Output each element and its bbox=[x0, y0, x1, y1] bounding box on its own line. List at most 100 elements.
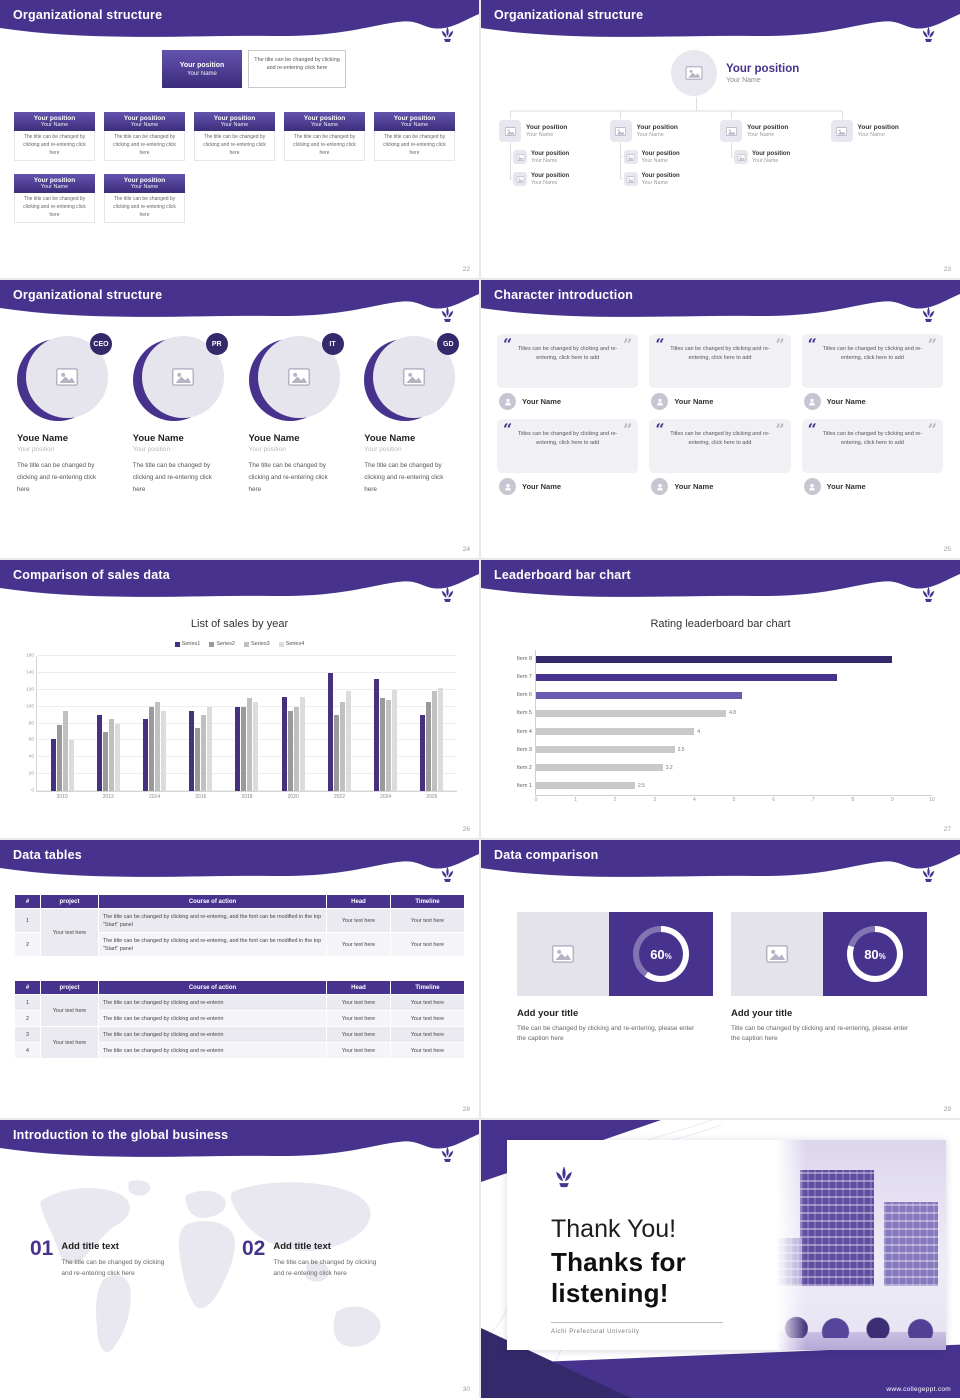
bar-row: Item 1 2.5 bbox=[517, 781, 932, 790]
slide-title: Data tables bbox=[13, 848, 82, 862]
legend-item: Series2 bbox=[209, 641, 235, 647]
open-quote-icon: “ bbox=[503, 335, 513, 354]
slide-header: Organizational structure bbox=[0, 0, 479, 44]
open-quote-icon: “ bbox=[807, 420, 817, 439]
global-item-1: 01 Add title text The title can be chang… bbox=[30, 1238, 200, 1279]
quote-text: Titles can be changed by clicking and re… bbox=[670, 346, 770, 362]
org-chart-node: Your position Your Name The title can be c… bbox=[374, 112, 455, 162]
org-node-description: The title can be changed by clicking and… bbox=[14, 193, 95, 224]
donut-wrap: 60% bbox=[609, 912, 713, 996]
bar-category-label: Item 4 bbox=[516, 728, 532, 735]
bar bbox=[155, 702, 161, 791]
quote-card: “ Titles can be changed by clicking and r… bbox=[801, 419, 943, 473]
bar-track: 3.5 bbox=[536, 745, 932, 754]
team-member: GD Youe Name Your position The title can… bbox=[355, 333, 471, 496]
photo-placeholder bbox=[513, 150, 527, 164]
org-tree: Your position Your Name Your position Your… bbox=[499, 120, 941, 186]
image-placeholder-icon bbox=[286, 364, 312, 390]
percent-sign: % bbox=[664, 951, 672, 961]
page-number: 24 bbox=[462, 546, 470, 553]
open-quote-icon: “ bbox=[655, 420, 665, 439]
x-tick-label: 2 bbox=[613, 797, 617, 803]
table-cell: 1 bbox=[14, 993, 41, 1012]
open-quote-icon: “ bbox=[655, 335, 665, 354]
slide-23[interactable]: Organizational structure Your position Y… bbox=[481, 0, 960, 278]
close-quote-icon: ” bbox=[775, 420, 785, 439]
page-number: 29 bbox=[943, 1106, 951, 1113]
gridline bbox=[37, 671, 457, 673]
y-tick-label: 60 bbox=[28, 737, 34, 743]
table-row: 1 Your text here The title can be change… bbox=[14, 907, 465, 958]
character-card: “ Titles can be changed by clicking and r… bbox=[801, 334, 943, 410]
photo-placeholder bbox=[671, 50, 717, 96]
x-tick-label: 2010 bbox=[56, 794, 68, 800]
table-cell: The title can be changed by clicking and… bbox=[98, 1026, 327, 1044]
close-quote-icon: ” bbox=[623, 335, 633, 354]
slide-24[interactable]: Organizational structure CEO Youe Name Y… bbox=[0, 280, 479, 558]
org-row-1: Your position Your Name The title can be c… bbox=[14, 112, 455, 162]
website-url: www.collegeppt.com bbox=[886, 1386, 951, 1393]
bar bbox=[189, 710, 195, 791]
org-tree-child: Your position Your Name bbox=[734, 150, 831, 164]
bar bbox=[426, 702, 432, 791]
legend-item: Series4 bbox=[278, 641, 304, 647]
slide-28[interactable]: Data tables # project Course of action H… bbox=[0, 840, 479, 1118]
photo-placeholder bbox=[720, 120, 742, 142]
quote-text: Titles can be changed by clicking and re… bbox=[517, 346, 618, 362]
x-tick-label: 5 bbox=[732, 797, 736, 803]
y-tick-label: 0 bbox=[31, 788, 34, 794]
org-node-name: Your Name bbox=[130, 184, 159, 190]
bar bbox=[327, 672, 333, 791]
slide-27[interactable]: Leaderboard bar chart Rating leaderboard… bbox=[481, 560, 960, 838]
person-icon bbox=[655, 397, 665, 407]
org-node-header: Your position Your Name bbox=[194, 112, 275, 131]
node-name: Your Name bbox=[641, 179, 668, 186]
image-placeholder bbox=[517, 912, 609, 996]
gridline bbox=[37, 790, 457, 791]
column-header: project bbox=[40, 894, 99, 909]
page-number: 30 bbox=[462, 1386, 470, 1393]
slide-header: Organizational structure bbox=[481, 0, 960, 44]
image-placeholder-icon bbox=[626, 153, 635, 162]
slide-26[interactable]: Comparison of sales data List of sales b… bbox=[0, 560, 479, 838]
slide-thank-you[interactable]: Thank You! Thanks for listening! Aichi P… bbox=[481, 1120, 960, 1398]
bar-value-label: 4 bbox=[697, 728, 701, 735]
gridline bbox=[37, 655, 457, 656]
y-tick-label: 120 bbox=[25, 687, 34, 693]
org-tree-parent: Your position Your Name bbox=[830, 120, 942, 142]
bar-group bbox=[50, 656, 74, 791]
y-tick-label: 80 bbox=[28, 721, 34, 726]
bar-value-label: 2.5 bbox=[638, 782, 645, 789]
slide-30[interactable]: Introduction to the global business 01 A… bbox=[0, 1120, 479, 1398]
close-quote-icon: ” bbox=[927, 335, 937, 354]
bar-track bbox=[536, 673, 932, 682]
thank-you-heading: Thank You! bbox=[551, 1215, 677, 1243]
bar-category-label: Item 7 bbox=[516, 674, 532, 681]
person-avatar-icon bbox=[651, 478, 669, 495]
table-cell: 2 bbox=[14, 932, 41, 958]
bar-track: 4.8 bbox=[536, 709, 932, 718]
quote-text: Titles can be changed by clicking and re… bbox=[822, 431, 923, 447]
x-tick-label: 2014 bbox=[148, 794, 161, 800]
table-cell: The title can be changed by clicking and… bbox=[98, 907, 327, 934]
y-tick-label: 160 bbox=[25, 653, 34, 659]
org-node-name: Your Name bbox=[40, 184, 69, 190]
slide-22[interactable]: Organizational structure Your position Y… bbox=[0, 0, 479, 278]
bar-row: Item 6 bbox=[517, 691, 932, 700]
node-name: Your Name bbox=[526, 132, 554, 138]
quote-text: Titles can be changed by clicking and re… bbox=[517, 431, 618, 447]
y-tick-label: 100 bbox=[25, 704, 34, 710]
slide-25[interactable]: Character introduction “Titles can be ch… bbox=[481, 280, 960, 558]
org-node-position: Your position bbox=[123, 115, 166, 122]
member-name: Youe Name bbox=[364, 433, 416, 444]
sales-xlabels: 2010 2012 2014 2016 2018 2020 2022 2024 2026 bbox=[37, 794, 457, 800]
table-header-row: # project Course of action Head Timeline bbox=[14, 980, 465, 995]
header-wave bbox=[481, 840, 960, 877]
photo-placeholder bbox=[609, 120, 632, 142]
image-placeholder bbox=[731, 912, 823, 996]
sales-legend: Series1 Series2 Series3 Series4 bbox=[0, 641, 479, 647]
org-root-position: Your position bbox=[179, 61, 225, 69]
slide-29[interactable]: Data comparison 60% Add your title Title… bbox=[481, 840, 960, 1118]
person-name: Your Name bbox=[826, 482, 866, 491]
image-placeholder-icon bbox=[54, 364, 80, 390]
